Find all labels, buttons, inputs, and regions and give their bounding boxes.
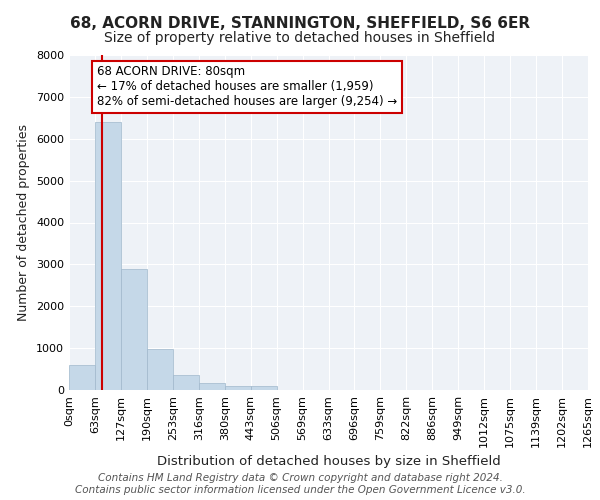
Text: 68, ACORN DRIVE, STANNINGTON, SHEFFIELD, S6 6ER: 68, ACORN DRIVE, STANNINGTON, SHEFFIELD,… <box>70 16 530 31</box>
Bar <box>199 383 224 390</box>
Text: Size of property relative to detached houses in Sheffield: Size of property relative to detached ho… <box>104 31 496 45</box>
Bar <box>147 349 173 390</box>
Text: 68 ACORN DRIVE: 80sqm
← 17% of detached houses are smaller (1,959)
82% of semi-d: 68 ACORN DRIVE: 80sqm ← 17% of detached … <box>97 66 397 108</box>
Y-axis label: Number of detached properties: Number of detached properties <box>17 124 31 321</box>
Bar <box>251 386 277 390</box>
Bar <box>121 268 147 390</box>
Bar <box>173 376 199 390</box>
Bar <box>69 365 95 390</box>
X-axis label: Distribution of detached houses by size in Sheffield: Distribution of detached houses by size … <box>157 455 500 468</box>
Bar <box>225 386 251 390</box>
Text: Contains HM Land Registry data © Crown copyright and database right 2024.
Contai: Contains HM Land Registry data © Crown c… <box>74 474 526 495</box>
Bar <box>95 122 121 390</box>
